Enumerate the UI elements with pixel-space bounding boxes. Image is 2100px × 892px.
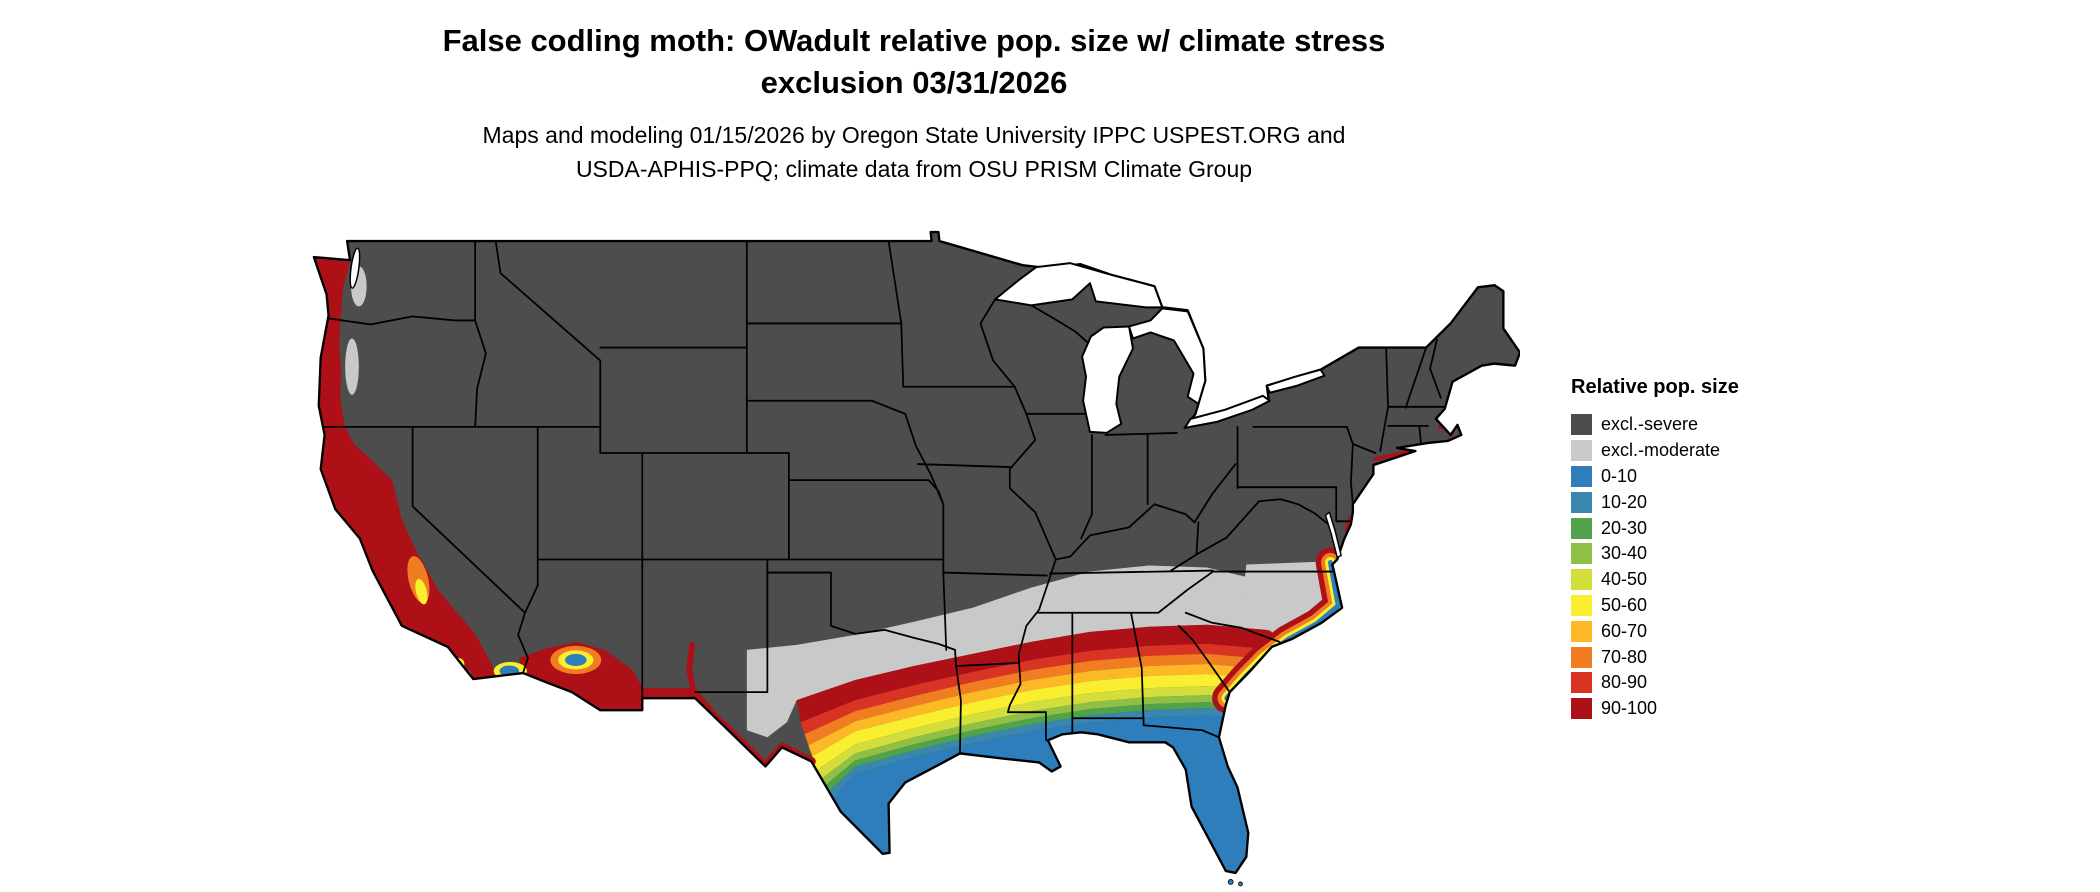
legend-item-label: 0-10 (1601, 465, 1638, 486)
legend-item: 20-30 (1571, 515, 1739, 541)
legend-item: 90-100 (1571, 696, 1739, 722)
legend-item-label: 60-70 (1601, 620, 1648, 641)
credits-line-1: Maps and modeling 01/15/2026 by Oregon S… (482, 122, 1346, 148)
water-bodies (349, 247, 1342, 559)
legend: Relative pop. size excl.-severe excl.-mo… (1571, 376, 1739, 722)
title-line-2: exclusion 03/31/2026 (760, 65, 1068, 100)
lake-erie (1183, 394, 1271, 429)
legend-item: excl.-moderate (1571, 438, 1739, 464)
legend-item: 0-10 (1571, 464, 1739, 490)
legend-item-label: 10-20 (1601, 491, 1648, 512)
legend-item-label: 80-90 (1601, 672, 1648, 693)
puget-sound (349, 247, 361, 289)
map-credits: Maps and modeling 01/15/2026 by Oregon S… (308, 118, 1520, 186)
legend-swatch (1571, 543, 1592, 565)
legend-swatch (1571, 569, 1592, 591)
legend-item-label: 20-30 (1601, 517, 1648, 538)
legend-item: 40-50 (1571, 567, 1739, 593)
legend-swatch (1571, 414, 1592, 436)
legend-item: 30-40 (1571, 541, 1739, 567)
legend-title: Relative pop. size (1571, 376, 1739, 398)
legend-swatch (1571, 517, 1592, 539)
legend-item: 50-60 (1571, 593, 1739, 619)
title-block: False codling moth: OWadult relative pop… (308, 20, 1520, 186)
band-10-20 (827, 708, 1520, 800)
long-island-90-100-sliver (1373, 447, 1419, 462)
nm-rio-grande-90-100-finger (686, 641, 698, 702)
willamette-valley-moderate-patch (345, 338, 359, 395)
legend-swatch (1571, 594, 1592, 616)
central-valley-50-60-patch (415, 578, 428, 605)
lake-huron (1128, 307, 1207, 405)
chesapeake-bay (1324, 511, 1342, 559)
state-borders (323, 240, 1446, 755)
state-borders-central (955, 298, 1336, 742)
legend-swatch (1571, 620, 1592, 642)
legend-swatch (1571, 491, 1592, 513)
title-line-1: False codling moth: OWadult relative pop… (442, 23, 1386, 58)
legend-item: 70-80 (1571, 644, 1739, 670)
legend-swatch (1571, 440, 1592, 462)
legend-item: excl.-severe (1571, 412, 1739, 438)
legend-item: 60-70 (1571, 618, 1739, 644)
florida-keys-dot (1227, 879, 1234, 885)
lake-ontario (1265, 368, 1326, 394)
legend-swatch (1571, 672, 1592, 694)
legend-item-label: 50-60 (1601, 594, 1648, 615)
legend-item: 80-90 (1571, 670, 1739, 696)
legend-item: 10-20 (1571, 489, 1739, 515)
credits-line-2: USDA-APHIS-PPQ; climate data from OSU PR… (575, 156, 1253, 182)
page-title: False codling moth: OWadult relative pop… (308, 20, 1520, 104)
legend-swatch (1571, 698, 1592, 720)
legend-item-label: 90-100 (1601, 698, 1658, 719)
legend-swatch (1571, 465, 1592, 487)
us-map (308, 228, 1520, 891)
legend-item-label: excl.-moderate (1601, 440, 1721, 461)
delmarva-90-100-speck (1344, 515, 1352, 531)
legend-item-label: excl.-severe (1601, 414, 1699, 435)
florida-keys-dot (1238, 881, 1243, 887)
legend-swatch (1571, 646, 1592, 668)
us-map-svg (312, 230, 1520, 887)
legend-item-label: 40-50 (1601, 569, 1648, 590)
legend-item-label: 30-40 (1601, 543, 1648, 564)
west-coast-90-100-region (313, 257, 496, 680)
legend-item-label: 70-80 (1601, 646, 1648, 667)
state-borders-east (1170, 338, 1446, 572)
phoenix-core-0-10 (565, 653, 587, 666)
state-borders-west (323, 240, 1048, 755)
